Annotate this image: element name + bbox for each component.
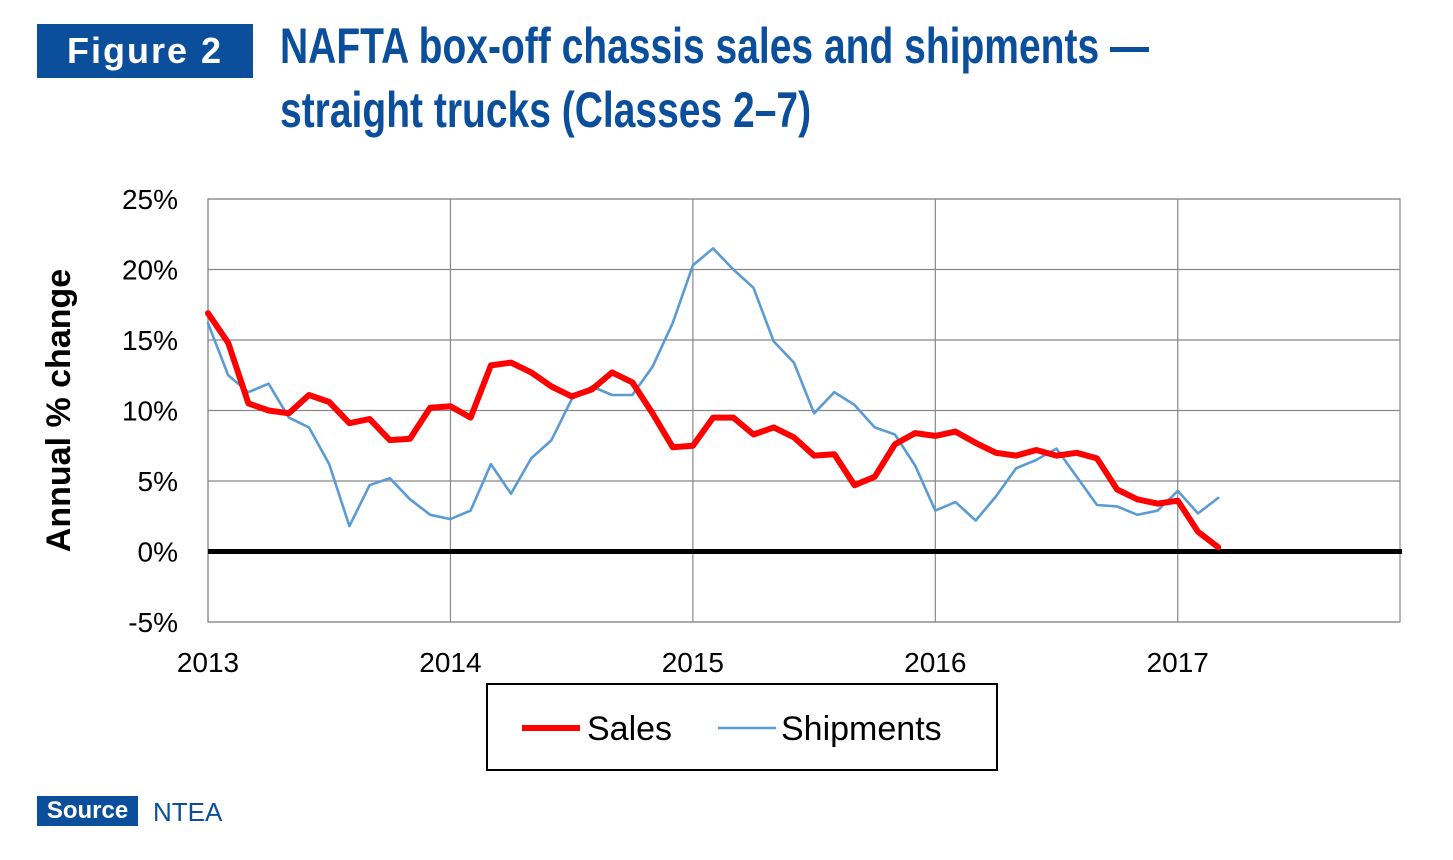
x-tick-label: 2014 (419, 647, 481, 678)
x-tick-label: 2013 (177, 647, 239, 678)
y-tick-label: 10% (122, 396, 178, 427)
series-lines (205, 247, 1222, 551)
y-axis-ticks: 25% 20% 15% 10% 5% 0% -5% (122, 184, 178, 638)
series-line-shipments (206, 247, 1220, 528)
source-text: NTEA (153, 797, 223, 827)
y-tick-label: 15% (122, 325, 178, 356)
y-tick-label: 20% (122, 255, 178, 286)
y-tick-label: 25% (122, 184, 178, 215)
y-tick-label: 0% (138, 537, 178, 568)
chart-title: NAFTA box-off chassis sales and shipment… (280, 14, 1434, 142)
legend: Sales Shipments (486, 683, 998, 771)
x-tick-label: 2016 (904, 647, 966, 678)
figure-badge: Figure 2 (37, 24, 253, 78)
grid-lines (207, 198, 1401, 623)
source-badge: Source (37, 796, 138, 826)
legend-label-sales: Sales (587, 710, 672, 748)
y-tick-label: 5% (138, 466, 178, 497)
series-line-sales (205, 310, 1222, 551)
x-tick-label: 2015 (662, 647, 724, 678)
legend-label-shipments: Shipments (781, 710, 942, 748)
y-axis-label: Annual % change (40, 269, 78, 552)
y-tick-label: -5% (128, 607, 178, 638)
chart-title-line-1: NAFTA box-off chassis sales and shipment… (280, 18, 1150, 74)
x-tick-label: 2017 (1147, 647, 1209, 678)
chart-title-line-2: straight trucks (Classes 2–7) (280, 82, 812, 138)
x-axis-ticks: 2013 2014 2015 2016 2017 (177, 647, 1209, 678)
